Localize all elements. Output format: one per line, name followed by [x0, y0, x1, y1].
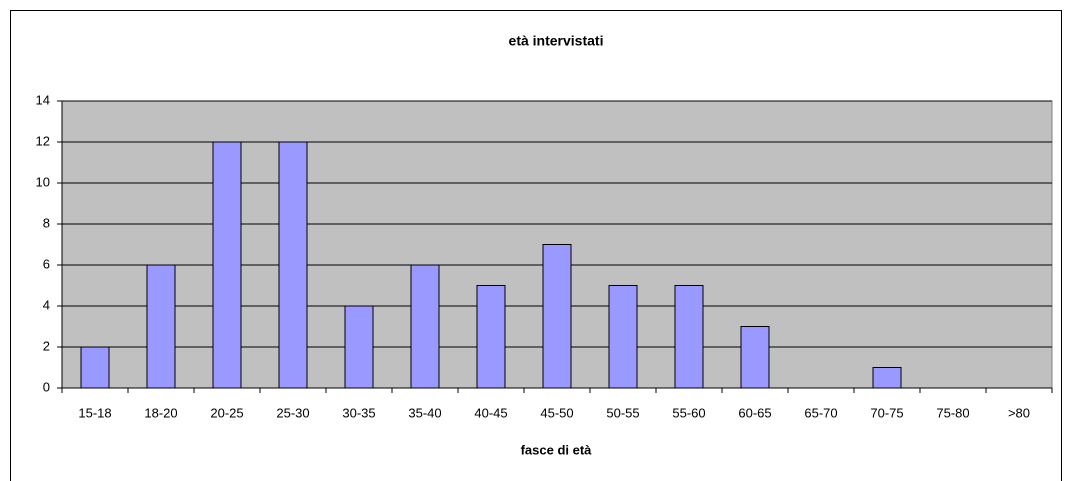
- x-tick-label: 35-40: [408, 405, 441, 420]
- x-axis-label: fasce di età: [521, 442, 593, 457]
- y-tick-label: 14: [36, 92, 50, 107]
- bar: [212, 141, 242, 389]
- x-tick-label: 25-30: [276, 405, 309, 420]
- bar: [674, 285, 704, 389]
- bar: [740, 326, 770, 389]
- y-tick-label: 2: [43, 338, 50, 353]
- bar: [608, 285, 638, 389]
- bar: [146, 264, 176, 389]
- bar: [476, 285, 506, 389]
- x-tick-label: 65-70: [804, 405, 837, 420]
- x-tick-label: 45-50: [540, 405, 573, 420]
- x-tick-label: 30-35: [342, 405, 375, 420]
- y-tick-label: 10: [36, 174, 50, 189]
- x-tick-label: >80: [1008, 405, 1030, 420]
- y-tick-label: 4: [43, 297, 50, 312]
- x-tick-label: 15-18: [78, 405, 111, 420]
- x-tick-label: 75-80: [936, 405, 969, 420]
- chart-title: età intervistati: [509, 33, 604, 49]
- x-tick-label: 60-65: [738, 405, 771, 420]
- bar: [410, 264, 440, 389]
- bar: [542, 244, 572, 389]
- bar: [80, 346, 110, 389]
- x-tick-label: 70-75: [870, 405, 903, 420]
- x-tick-label: 55-60: [672, 405, 705, 420]
- x-tick-label: 18-20: [144, 405, 177, 420]
- x-tick-label: 40-45: [474, 405, 507, 420]
- bar: [872, 367, 902, 389]
- y-tick-label: 12: [36, 133, 50, 148]
- y-tick-label: 0: [43, 379, 50, 394]
- x-tick-label: 20-25: [210, 405, 243, 420]
- bar: [344, 305, 374, 389]
- y-tick-label: 6: [43, 256, 50, 271]
- y-tick-label: 8: [43, 215, 50, 230]
- bar: [278, 141, 308, 389]
- x-tick-label: 50-55: [606, 405, 639, 420]
